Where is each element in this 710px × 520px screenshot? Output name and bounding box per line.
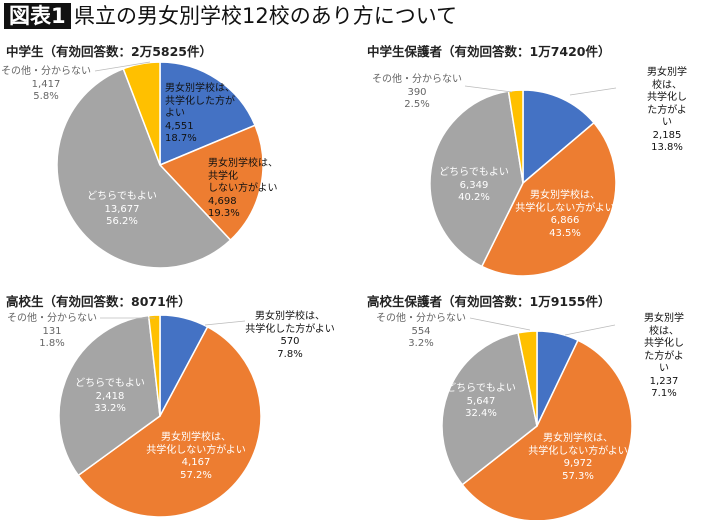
leader-line [464,85,513,93]
pie-slice [158,124,264,242]
slice-label: どちらでもよい 6,349 40.2% [439,167,509,203]
pie-slice [522,89,595,185]
pie-slice [56,67,232,269]
slice-label: 男女別学校は、 共学化しない方がよい 9,972 57.3% [528,433,628,482]
pie-slice [480,121,617,277]
leader-line [469,317,531,331]
pie-slice [441,332,538,486]
slice-label: その他・分からない 1,417 5.8% [1,66,91,102]
pie-slice [461,339,633,520]
slice-label: その他・分からない 554 3.2% [376,313,466,349]
leader-line [569,87,617,96]
pie-slice [58,314,161,477]
pie-slice [159,61,257,167]
slice-label: 男女別学校は、 共学化した方がよい 2,185 13.8% [647,67,687,153]
slice-label: 男女別学校は、 共学化した方が よい 4,551 18.7% [165,83,235,144]
slice-label: 男女別学校は、 共学化した方がよい 1,237 7.1% [644,313,684,399]
chart-title: 中学生（有効回答数：2万5825件） [6,44,212,59]
slice-label: どちらでもよい 5,647 32.4% [446,383,516,419]
figure-badge: 図表1 [4,3,71,29]
slice-label: 男女別学校は、 共学化した方がよい 570 7.8% [245,311,335,360]
leader-line [204,320,246,326]
slice-label: どちらでもよい 2,418 33.2% [75,378,145,414]
pie-slice [429,90,524,268]
pie-slice [517,330,538,427]
chart-title: 高校生保護者（有効回答数：1万9155件） [367,294,611,309]
slice-label: その他・分からない 390 2.5% [372,74,462,110]
pie-slice [77,325,262,518]
leader-line [94,61,151,72]
figure-title: 県立の男女別学校12校のあり方について [74,4,458,28]
slice-label: 男女別学校は、 共学化 しない方がよい 4,698 19.3% [208,158,278,219]
pie-slice [507,89,524,184]
slice-label: 男女別学校は、 共学化しない方がよい 4,167 57.2% [146,432,246,481]
leader-line [564,324,616,336]
slice-label: その他・分からない 131 1.8% [7,313,97,349]
pie-slice [147,314,161,417]
slice-label: 男女別学校は、 共学化しない方がよい 6,866 43.5% [515,190,615,239]
chart-title: 高校生（有効回答数：8071件） [6,294,191,309]
slice-label: どちらでもよい 13,677 56.2% [87,191,157,227]
chart-title: 中学生保護者（有効回答数：1万7420件） [367,44,611,59]
